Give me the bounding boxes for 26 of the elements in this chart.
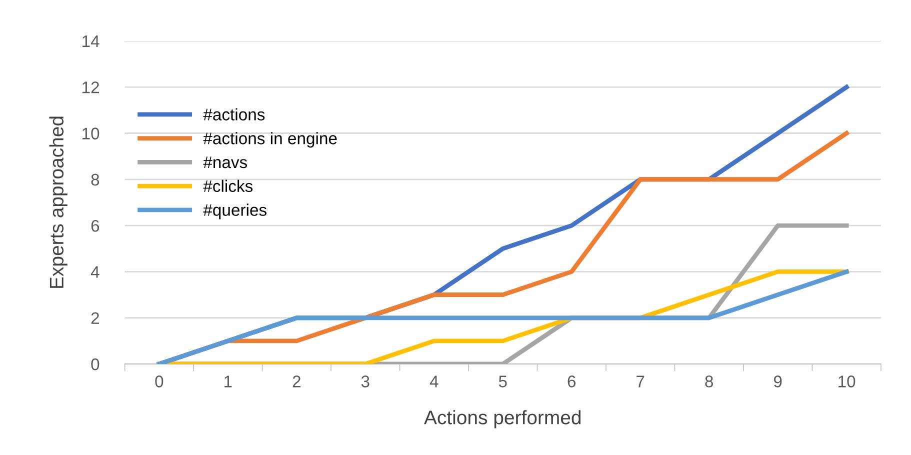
- legend-label: #actions: [203, 108, 265, 120]
- y-tick-label: 0: [91, 358, 100, 370]
- y-tick-label: 8: [91, 174, 100, 186]
- x-axis-title: Actions performed: [424, 410, 581, 428]
- x-tick-label: 7: [636, 376, 644, 388]
- x-tick-label: 2: [292, 376, 300, 388]
- legend-label: #actions in engine: [203, 132, 337, 148]
- x-tick-label: 3: [361, 376, 370, 388]
- x-tick-label: 10: [838, 376, 856, 388]
- x-tick-label: 6: [568, 376, 576, 388]
- legend-label: #clicks: [203, 180, 253, 192]
- y-tick-label: 2: [91, 312, 99, 324]
- y-tick-label: 6: [91, 220, 100, 232]
- legend-label: #queries: [203, 204, 266, 220]
- x-tick-label: 5: [498, 376, 507, 388]
- x-tick-label: 9: [774, 376, 782, 388]
- legend-label: #navs: [203, 156, 248, 168]
- x-tick-label: 0: [155, 376, 164, 388]
- y-tick-label: 4: [90, 266, 100, 278]
- x-tick-label: 1: [224, 376, 232, 388]
- y-tick-label: 10: [82, 128, 100, 140]
- y-tick-label: 14: [82, 36, 100, 47]
- x-tick-label: 8: [705, 376, 713, 388]
- x-tick-label: 4: [430, 376, 438, 388]
- y-tick-label: 12: [82, 82, 99, 94]
- y-axis-title: Experts approached: [49, 116, 68, 288]
